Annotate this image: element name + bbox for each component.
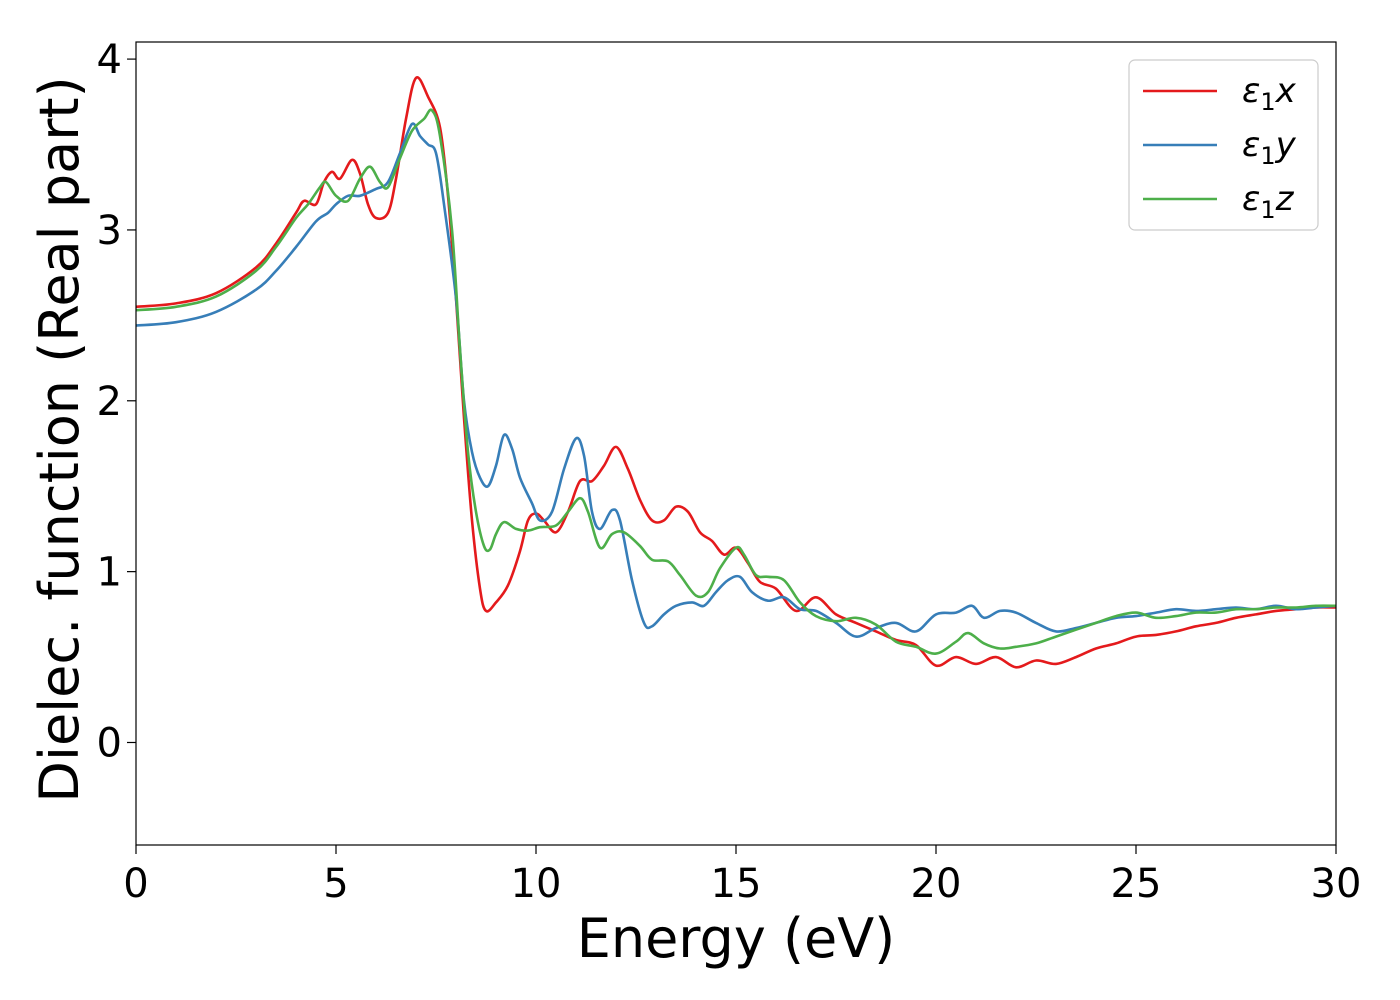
legend-label-y: ε1y <box>1242 125 1297 170</box>
x-tick-label: 20 <box>911 861 962 907</box>
series-line-z <box>135 108 1337 655</box>
y-tick-label: 3 <box>97 208 122 254</box>
legend-label-z: ε1z <box>1242 179 1295 224</box>
plot-lines <box>135 76 1337 669</box>
y-tick-label: 2 <box>97 379 122 425</box>
legend-box <box>1128 59 1319 231</box>
x-tick-label: 10 <box>511 861 562 907</box>
x-tick-label: 30 <box>1311 861 1362 907</box>
legend-label-x: ε1x <box>1242 71 1297 116</box>
series-line-x <box>135 76 1337 669</box>
x-axis-ticks: 0 5 10 15 20 25 30 <box>123 845 1361 907</box>
y-tick-label: 0 <box>97 720 122 766</box>
legend: ε1x ε1y ε1z <box>1128 59 1319 231</box>
x-tick-label: 25 <box>1111 861 1162 907</box>
y-tick-label: 4 <box>97 37 122 83</box>
y-axis-title: Dielec. function (Real part) <box>28 76 91 802</box>
x-axis-title: Energy (eV) <box>577 907 896 970</box>
x-tick-label: 15 <box>711 861 762 907</box>
y-axis-ticks: 0 1 2 3 4 <box>97 37 136 766</box>
x-tick-label: 0 <box>123 861 148 907</box>
x-tick-label: 5 <box>323 861 348 907</box>
y-tick-label: 1 <box>97 550 122 596</box>
series-line-y <box>135 122 1337 638</box>
